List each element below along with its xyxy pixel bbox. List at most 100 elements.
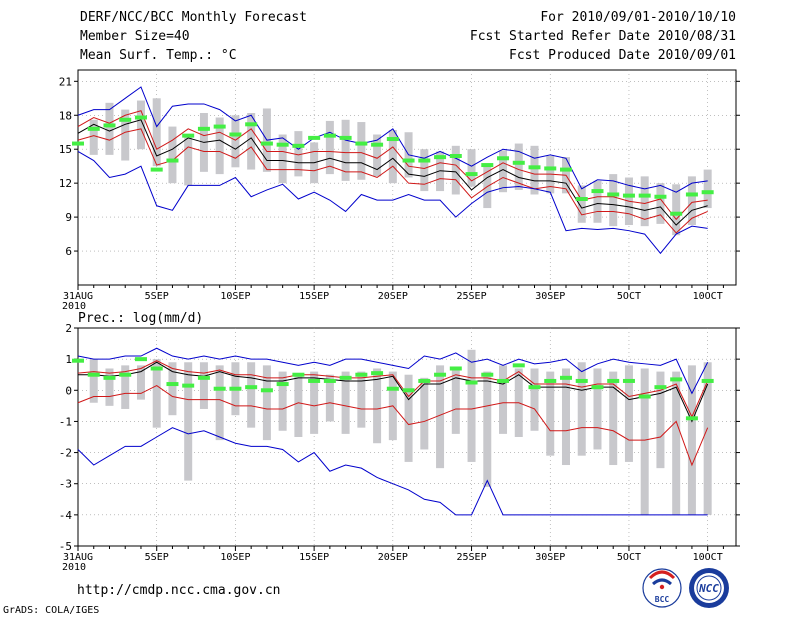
ensemble-box <box>357 371 366 428</box>
ensemble-box <box>530 145 539 195</box>
ensemble-box <box>593 180 602 223</box>
obs-marker <box>449 154 462 158</box>
ensemble-box <box>310 371 319 434</box>
x-tick-label-year: 2010 <box>62 301 86 312</box>
obs-marker <box>260 388 273 393</box>
ensemble-box <box>624 365 633 462</box>
x-tick-label: 31AUG <box>63 291 93 302</box>
obs-marker <box>197 375 210 380</box>
obs-marker <box>323 378 336 383</box>
obs-marker <box>638 394 651 399</box>
ensemble-box <box>168 362 177 416</box>
x-tick-label: 25SEP <box>456 552 486 563</box>
ensemble-box <box>420 149 429 192</box>
x-tick-label: 10OCT <box>693 291 723 302</box>
ensemble-box <box>609 174 618 227</box>
ensemble-box <box>640 176 649 227</box>
x-tick-label: 5OCT <box>617 552 641 563</box>
obs-marker <box>119 117 132 122</box>
y-tick-label: -1 <box>59 415 72 428</box>
ensemble-box <box>294 131 303 177</box>
y-tick-label: 6 <box>65 245 72 258</box>
obs-marker <box>528 385 541 390</box>
obs-marker <box>339 375 352 380</box>
ensemble-box <box>262 365 271 441</box>
obs-marker <box>497 378 510 383</box>
series-line-max <box>77 86 708 193</box>
y-tick-label: 15 <box>59 143 72 156</box>
ensemble-box <box>499 365 508 434</box>
obs-marker <box>182 133 195 138</box>
obs-marker <box>87 372 100 377</box>
series-line-lower <box>77 385 709 467</box>
obs-marker <box>87 126 100 131</box>
series-line-upper <box>77 360 709 418</box>
ensemble-box <box>168 126 177 184</box>
obs-marker <box>386 386 399 391</box>
obs-marker <box>245 385 258 390</box>
plot-frame <box>77 69 737 286</box>
obs-marker <box>182 383 195 388</box>
source-url[interactable]: http://cmdp.ncc.cma.gov.cn <box>77 583 281 598</box>
series-line-upper <box>77 110 708 221</box>
x-tick-label: 25SEP <box>456 291 486 302</box>
ensemble-box <box>199 362 208 409</box>
x-tick-label: 30SEP <box>535 552 565 563</box>
ensemble-box <box>703 169 712 209</box>
y-tick-label: 9 <box>65 211 72 224</box>
obs-marker <box>103 375 116 380</box>
obs-marker <box>685 416 698 421</box>
obs-marker <box>544 166 557 171</box>
ensemble-box <box>467 149 476 187</box>
obs-marker <box>229 386 242 391</box>
obs-marker <box>72 358 84 363</box>
obs-marker <box>418 158 431 163</box>
y-tick-label: -2 <box>59 447 72 460</box>
y-tick-label: 18 <box>59 109 72 122</box>
ensemble-box <box>325 374 334 422</box>
ensemble-box <box>136 100 145 150</box>
series-line-max <box>77 347 709 395</box>
obs-marker <box>260 141 273 146</box>
ensemble-box <box>640 368 649 515</box>
ensemble-box <box>577 362 586 456</box>
obs-marker <box>481 163 494 168</box>
ensemble-box <box>499 150 508 193</box>
obs-marker <box>166 158 179 163</box>
ensemble-box <box>105 368 114 406</box>
ensemble-box <box>121 365 130 409</box>
ensemble-box <box>278 134 287 184</box>
ensemble-box <box>436 365 445 469</box>
ensemble-box <box>278 371 287 431</box>
ensemble-box <box>703 362 712 515</box>
ensemble-box <box>451 145 460 195</box>
obs-marker <box>701 190 714 195</box>
ensemble-box <box>514 143 523 190</box>
x-tick-label: 20SEP <box>378 552 408 563</box>
ensemble-box <box>325 120 334 175</box>
obs-marker <box>528 165 541 170</box>
series-line-min <box>77 151 708 255</box>
ensemble-box <box>436 151 445 192</box>
obs-marker <box>72 141 84 146</box>
y-tick-label: 21 <box>59 75 72 88</box>
ensemble-box <box>388 129 397 184</box>
ensemble-box <box>373 368 382 444</box>
obs-marker <box>591 385 604 390</box>
obs-marker <box>323 133 336 138</box>
obs-marker <box>292 143 305 148</box>
obs-marker <box>213 124 226 129</box>
y-tick-label: -5 <box>59 540 72 553</box>
obs-marker <box>465 172 478 177</box>
ensemble-box <box>451 368 460 434</box>
x-tick-label: 10SEP <box>220 552 250 563</box>
chart-title: DERF/NCC/BCC Monthly Forecast <box>80 10 307 25</box>
obs-marker <box>575 197 588 201</box>
obs-marker <box>134 357 147 362</box>
obs-marker <box>622 378 635 383</box>
obs-marker <box>197 126 210 131</box>
obs-marker <box>575 378 588 383</box>
obs-marker <box>386 137 399 142</box>
